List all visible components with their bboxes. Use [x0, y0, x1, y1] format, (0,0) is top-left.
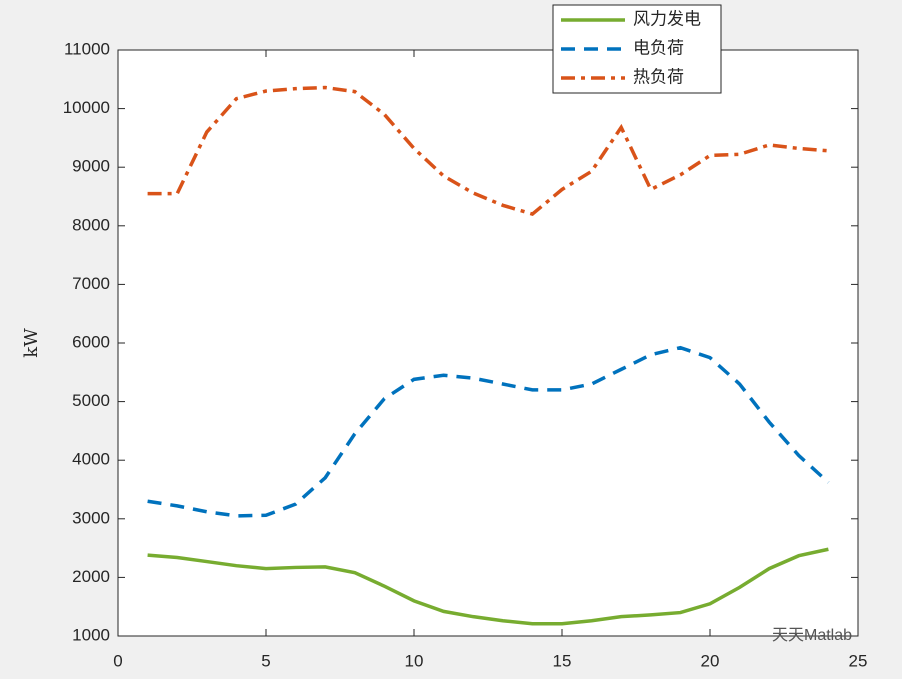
x-tick-label: 0	[113, 651, 122, 670]
x-tick-label: 20	[701, 651, 720, 670]
y-axis-label: kW	[21, 328, 42, 358]
y-tick-label: 11000	[64, 39, 110, 58]
series-line	[147, 85, 829, 217]
plot-area	[117, 49, 859, 637]
x-tick-label: 15	[553, 651, 572, 670]
series-line	[147, 547, 829, 626]
y-tick-label: 5000	[72, 391, 110, 410]
x-tick-label: 25	[849, 651, 868, 670]
series-line	[147, 345, 830, 518]
x-tick-label: 5	[261, 651, 270, 670]
y-tick-label: 1000	[72, 625, 110, 644]
watermark: 天天Matlab	[772, 627, 852, 644]
y-tick-label: 8000	[72, 215, 110, 234]
y-tick-label: 4000	[72, 450, 110, 469]
legend-label: 电负荷	[633, 38, 684, 57]
legend-label: 风力发电	[633, 9, 701, 28]
legend-label: 热负荷	[633, 67, 684, 86]
y-tick-label: 9000	[72, 157, 110, 176]
y-tick-label: 7000	[72, 274, 110, 293]
y-tick-label: 3000	[72, 508, 110, 527]
y-tick-label: 10000	[63, 98, 110, 117]
y-tick-label: 6000	[72, 332, 110, 351]
y-tick-label: 2000	[72, 567, 110, 586]
x-tick-label: 10	[405, 651, 424, 670]
